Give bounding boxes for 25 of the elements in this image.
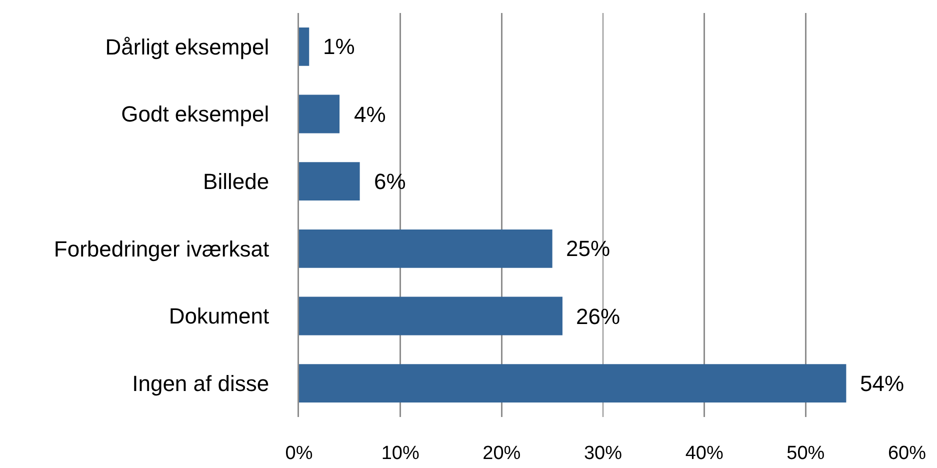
x-tick-label: 20%	[482, 443, 521, 464]
y-tick-label: Dårligt eksempel	[105, 34, 270, 60]
x-tick-label: 30%	[584, 443, 622, 464]
y-tick-label: Forbedringer iværksat	[54, 236, 270, 262]
bar	[299, 296, 562, 336]
bar	[299, 94, 340, 134]
x-tick-label: 50%	[786, 443, 825, 464]
x-tick-label: 0%	[285, 443, 313, 464]
x-tick-label: 40%	[685, 443, 724, 464]
bar	[299, 162, 360, 201]
data-label: 25%	[566, 236, 610, 261]
y-tick-label: Ingen af disse	[132, 371, 270, 396]
data-label: 1%	[323, 34, 355, 59]
bar	[299, 27, 310, 66]
bar	[299, 229, 552, 268]
x-tick-label: 10%	[381, 443, 420, 464]
data-label: 54%	[860, 371, 904, 396]
x-tick-label: 60%	[888, 443, 926, 464]
y-tick-label: Godt eksempel	[121, 102, 270, 127]
y-tick-label: Dokument	[168, 304, 270, 329]
y-tick-label: Billede	[203, 169, 270, 194]
bar	[299, 364, 846, 403]
data-label: 4%	[354, 102, 386, 127]
data-label: 6%	[374, 169, 406, 194]
data-label: 26%	[576, 304, 620, 329]
